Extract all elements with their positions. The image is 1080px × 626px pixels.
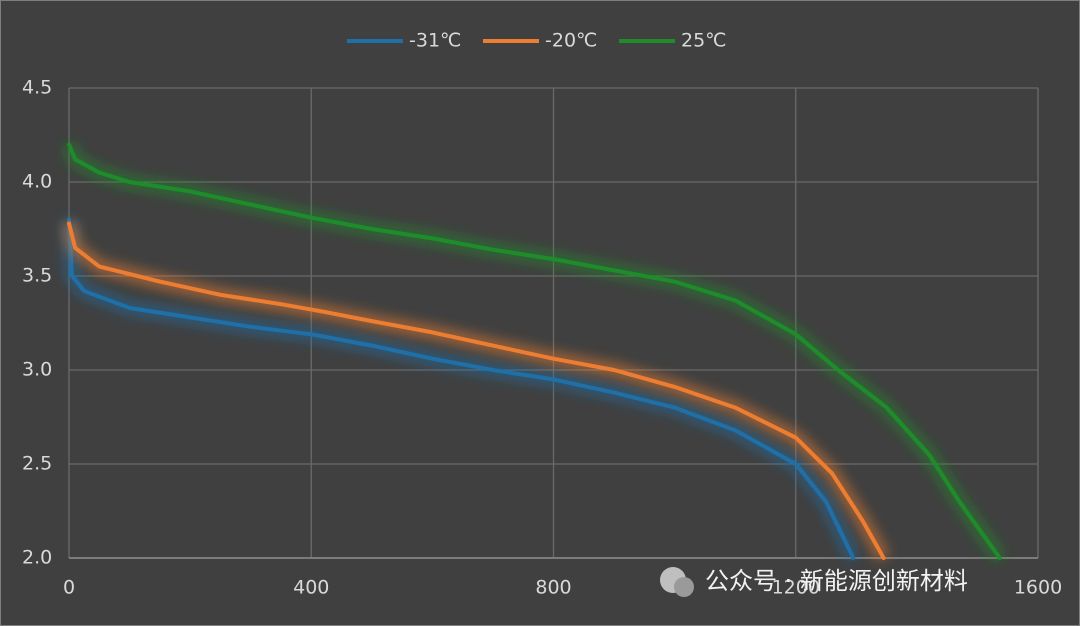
legend: -31℃ -20℃ 25℃	[347, 30, 727, 52]
wechat-icon	[674, 577, 694, 597]
y-tick-label: 2.5	[22, 453, 52, 475]
x-tick-label: 0	[63, 577, 75, 599]
series-line	[67, 217, 856, 560]
legend-label: -31℃	[409, 30, 461, 52]
lines	[62, 141, 1006, 563]
x-tick-label: 1600	[1014, 577, 1062, 599]
watermark-text: 公众号 · 新能源创新材料	[705, 567, 968, 595]
watermark: 公众号 · 新能源创新材料	[660, 567, 968, 597]
legend-label: -20℃	[545, 30, 597, 52]
x-tick-label: 400	[293, 577, 329, 599]
y-tick-label: 3.5	[22, 265, 52, 287]
y-tick-label: 3.0	[22, 359, 52, 381]
x-tick-label: 800	[535, 577, 571, 599]
series-line	[67, 142, 1002, 560]
y-tick-label: 2.0	[22, 547, 52, 569]
y-tick-label: 4.0	[22, 171, 52, 193]
series-line	[67, 221, 886, 560]
y-tick-label: 4.5	[22, 77, 52, 99]
x-tick-label: 1200	[772, 577, 820, 599]
legend-label: 25℃	[681, 30, 727, 52]
